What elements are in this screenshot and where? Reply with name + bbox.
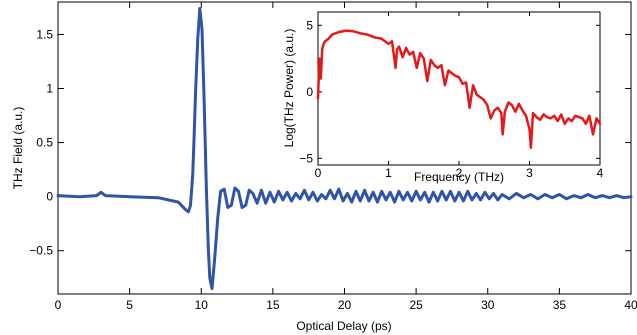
main-x-tick-label: 10	[195, 298, 209, 312]
main-y-tick-label: 0	[46, 190, 53, 204]
inset-y-axis-title: Log(THz Power) (a.u.)	[282, 29, 296, 148]
main-x-tick-label: 30	[481, 298, 495, 312]
inset-series-line	[316, 29, 602, 149]
main-x-tick-label: 15	[266, 298, 280, 312]
main-y-tick-label: −0.5	[29, 244, 53, 258]
inset-plot-area	[317, 11, 601, 166]
main-series-line	[56, 7, 633, 291]
inset-y-tick-label: −5	[299, 151, 313, 165]
inset-x-tick-label: 1	[385, 166, 392, 180]
main-x-tick-label: 0	[55, 298, 62, 312]
inset-x-tick-label: 4	[597, 166, 604, 180]
main-y-tick-label: 1	[46, 82, 53, 96]
main-x-tick-label: 5	[126, 298, 133, 312]
inset-y-tick-label: 5	[306, 18, 313, 32]
main-x-tick-label: 25	[409, 298, 423, 312]
main-x-tick-label: 20	[338, 298, 352, 312]
inset-x-tick-label: 0	[315, 166, 322, 180]
main-x-axis-title: Optical Delay (ps)	[296, 319, 391, 333]
inset-y-tick-label: 0	[306, 85, 313, 99]
main-x-tick-label: 40	[624, 298, 637, 312]
inset-x-axis-title: Frequency (THz)	[414, 170, 504, 184]
inset-x-tick-label: 3	[526, 166, 533, 180]
main-y-tick-label: 0.5	[36, 136, 53, 150]
main-y-tick-label: 1.5	[36, 27, 53, 41]
main-y-axis-title: THz Field (a.u.)	[11, 107, 25, 190]
inset-x-tick-label: 2	[456, 166, 463, 180]
main-x-tick-label: 35	[553, 298, 567, 312]
